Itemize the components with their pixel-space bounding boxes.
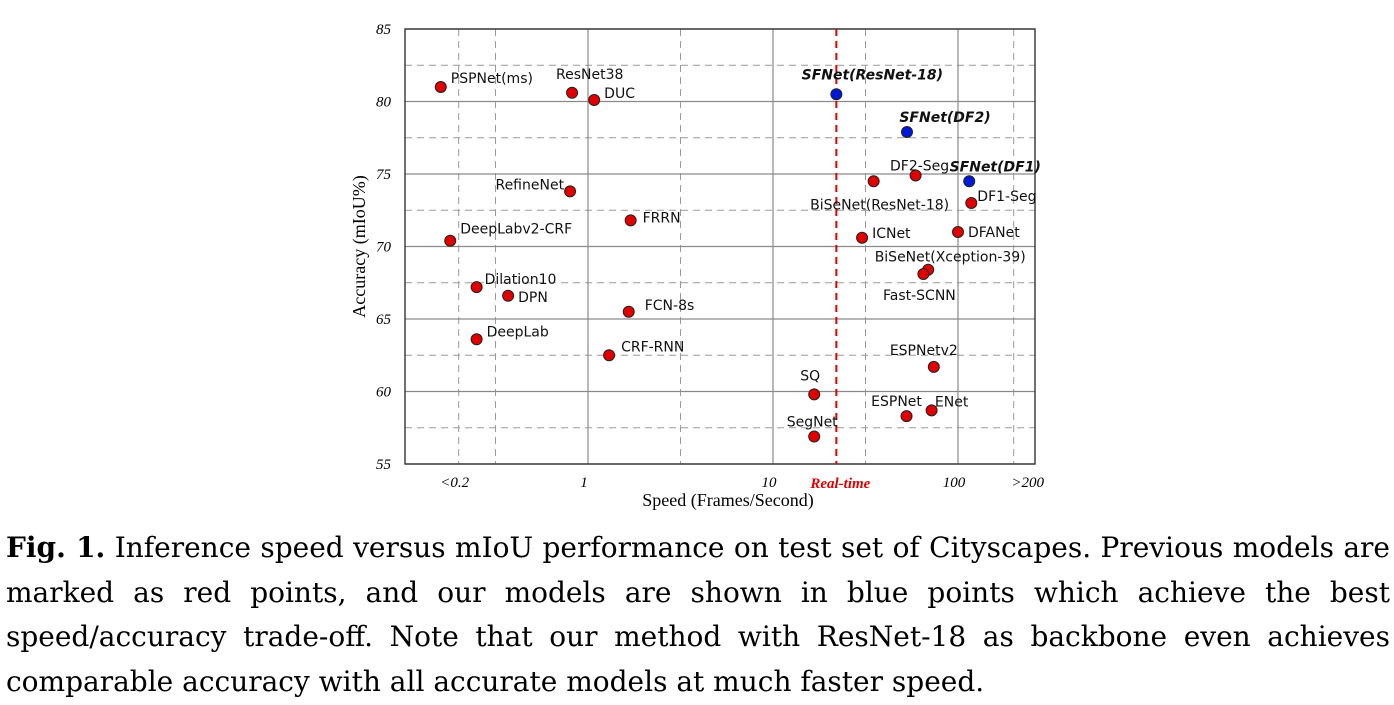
scatter-figure: 55 60 65 70 75 80 85 <0.2 1 10 100 >200 Speed (Frame… [349, 22, 1045, 511]
point-label-bisenet-xception-39: BiSeNet(Xception-39) [875, 250, 1026, 266]
point-deeplabv2-crf [444, 234, 457, 247]
point-duc [588, 94, 601, 107]
point-label-duc: DUC [604, 86, 635, 102]
y-tick-label: 85 [376, 22, 392, 38]
point-bisenet-resnet-18 [867, 175, 880, 188]
x-tick-label: 1 [580, 475, 588, 491]
point-espnetv2 [927, 360, 940, 373]
realtime-label: Real-time [809, 476, 870, 492]
point-deeplab [470, 333, 483, 346]
point-label-icnet: ICNet [872, 226, 911, 242]
point-label-dfanet: DFANet [968, 225, 1020, 241]
point-label-df2-seg: DF2-Seg [890, 158, 949, 174]
point-label-sfnet-df2: SFNet(DF2) [899, 110, 990, 126]
point-label-sfnet-df1: SFNet(DF1) [950, 159, 1041, 175]
point-sfnet-resnet-18 [830, 88, 843, 101]
point-label-dpn: DPN [518, 290, 548, 306]
point-dfanet [952, 226, 964, 238]
point-label-espnet: ESPNet [871, 394, 922, 410]
y-tick-label: 60 [376, 385, 392, 401]
point-enet [925, 404, 938, 417]
x-tick-label: 10 [762, 475, 778, 491]
point-pspnet-ms [434, 81, 447, 93]
point-dilation10 [470, 281, 483, 294]
point-label-espnetv2: ESPNetv2 [890, 343, 958, 359]
point-df1-seg [965, 197, 978, 209]
point-label-deeplabv2-crf: DeepLabv2-CRF [460, 222, 572, 238]
plot-frame [404, 28, 1036, 465]
point-dpn [502, 289, 515, 302]
point-df2-seg [909, 169, 922, 182]
point-label-deeplab: DeepLab [487, 324, 549, 340]
point-espnet [900, 410, 913, 423]
point-label-frrn: FRRN [643, 210, 681, 226]
caption-label: Fig. 1. [6, 531, 106, 564]
point-label-fcn-8s: FCN-8s [645, 298, 695, 314]
point-label-refinenet: RefineNet [495, 177, 564, 193]
x-tick-label: >200 [1011, 475, 1044, 491]
x-axis-title: Speed (Frames/Second) [642, 490, 813, 511]
point-label-pspnet-ms: PSPNet(ms) [451, 71, 533, 87]
y-tick-label: 80 [376, 95, 392, 111]
figure-caption: Fig. 1. Inference speed versus mIoU perf… [6, 526, 1390, 704]
y-axis-title: Accuracy (mIoU%) [349, 175, 370, 317]
point-label-df1-seg: DF1-Seg [977, 189, 1036, 205]
point-resnet38 [566, 86, 579, 99]
point-icnet [856, 231, 869, 244]
y-tick-label: 75 [376, 167, 392, 183]
point-label-sq: SQ [800, 368, 820, 384]
speed-accuracy-chart: 55 60 65 70 75 80 85 <0.2 1 10 100 >200 Speed (Frame… [349, 22, 1045, 511]
point-label-resnet38: ResNet38 [556, 67, 623, 83]
point-sfnet-df2 [900, 125, 913, 138]
point-segnet [808, 430, 821, 443]
point-fcn-8s [622, 305, 635, 318]
point-label-sfnet-resnet-18: SFNet(ResNet-18) [802, 67, 943, 83]
x-tick-label: 100 [943, 475, 966, 491]
point-label-fast-scnn: Fast-SCNN [883, 288, 956, 304]
point-frrn [624, 214, 637, 227]
point-sq [808, 388, 821, 401]
point-label-enet: ENet [935, 394, 969, 410]
point-label-bisenet-resnet-18: BiSeNet(ResNet-18) [810, 197, 949, 213]
caption-text: Inference speed versus mIoU performance … [6, 531, 1390, 698]
point-crf-rnn [603, 349, 616, 362]
y-tick-label: 70 [376, 240, 392, 256]
x-tick-label: <0.2 [440, 475, 469, 491]
point-sfnet-df1 [963, 175, 976, 188]
point-refinenet [564, 185, 577, 198]
y-tick-label: 55 [376, 457, 392, 473]
point-fast-scnn [917, 268, 930, 281]
point-label-segnet: SegNet [787, 414, 838, 430]
point-label-crf-rnn: CRF-RNN [621, 339, 684, 355]
point-label-dilation10: Dilation10 [485, 272, 557, 288]
y-tick-label: 65 [376, 312, 392, 328]
